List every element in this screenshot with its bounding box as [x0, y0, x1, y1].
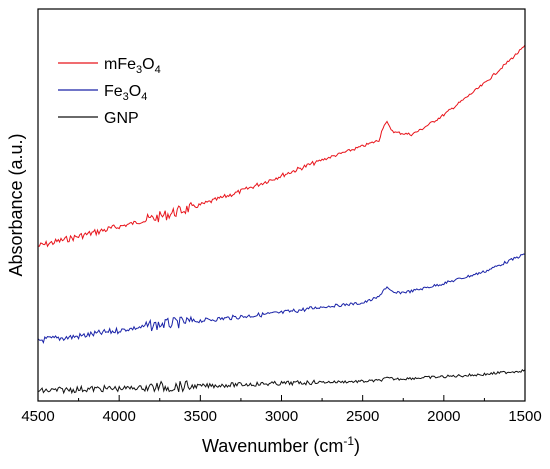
legend-label-fe3o4: Fe3O4	[104, 83, 147, 103]
x-tick-label: 2500	[346, 408, 379, 425]
x-tick-label: 4000	[102, 408, 135, 425]
legend-label-mfe3o4: mFe3O4	[104, 56, 161, 76]
series-line-fe3o4	[37, 253, 526, 345]
series-line-mfe3o4	[37, 44, 526, 248]
x-tick-label: 3500	[184, 408, 217, 425]
x-axis-title-close: )	[354, 436, 360, 456]
x-tick-label: 3000	[265, 408, 298, 425]
x-tick-label: 2000	[427, 408, 460, 425]
x-axis-ticks: 4500 4000 3500 3000 2500 2000 1500	[21, 395, 542, 425]
x-axis-title-main: Wavenumber (cm	[202, 436, 343, 456]
x-tick-label: 1500	[508, 408, 541, 425]
x-axis-title-exponent: -1	[343, 434, 354, 448]
y-axis-title: Absorbance (a.u.)	[6, 133, 26, 276]
legend-label-gnp: GNP	[104, 110, 139, 127]
x-axis-title: Wavenumber (cm-1)	[202, 434, 360, 456]
series-line-gnp	[37, 369, 526, 395]
legend: mFe3O4 Fe3O4 GNP	[58, 56, 161, 127]
x-tick-label: 4500	[21, 408, 54, 425]
series-layer	[37, 44, 526, 395]
